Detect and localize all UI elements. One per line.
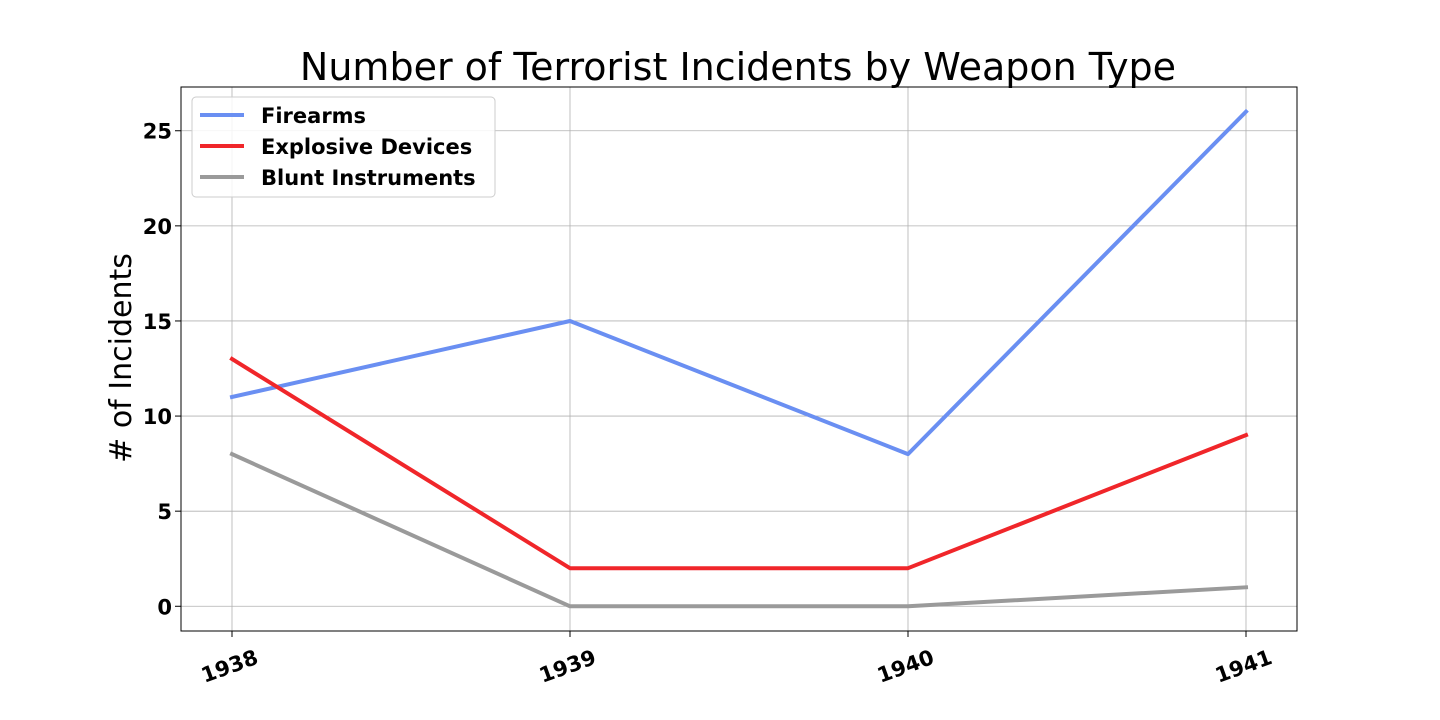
plot-frame [180, 86, 1298, 632]
legend: Firearms Explosive Devices Blunt Instrumen… [191, 96, 496, 198]
legend-label: Firearms [261, 104, 366, 128]
y-tick-label: 20 [143, 215, 172, 239]
y-tick-label: 0 [157, 595, 172, 619]
x-tick-label: 1941 [1212, 645, 1275, 688]
x-tick-label: 1939 [536, 645, 599, 688]
series-line-firearms [229, 108, 1249, 457]
y-tick-label: 10 [143, 405, 172, 429]
y-axis-label: # of Incidents [104, 253, 139, 463]
chart-title: Number of Terrorist Incidents by Weapon … [300, 45, 1176, 89]
y-tick-label: 5 [157, 500, 172, 524]
legend-label: Blunt Instruments [261, 166, 476, 190]
series-lines [229, 108, 1249, 609]
y-tick-label: 15 [143, 310, 172, 334]
x-tick-label: 1940 [874, 645, 937, 688]
x-tick-label: 1938 [198, 645, 261, 688]
axis-ticks: 1938 1939 1940 1941 0 5 10 15 20 25 [143, 120, 1275, 688]
series-line-blunt-instruments [229, 451, 1249, 609]
legend-label: Explosive Devices [261, 135, 472, 159]
series-line-explosive-devices [229, 356, 1249, 571]
legend-box [191, 96, 496, 198]
y-tick-label: 25 [143, 120, 172, 144]
